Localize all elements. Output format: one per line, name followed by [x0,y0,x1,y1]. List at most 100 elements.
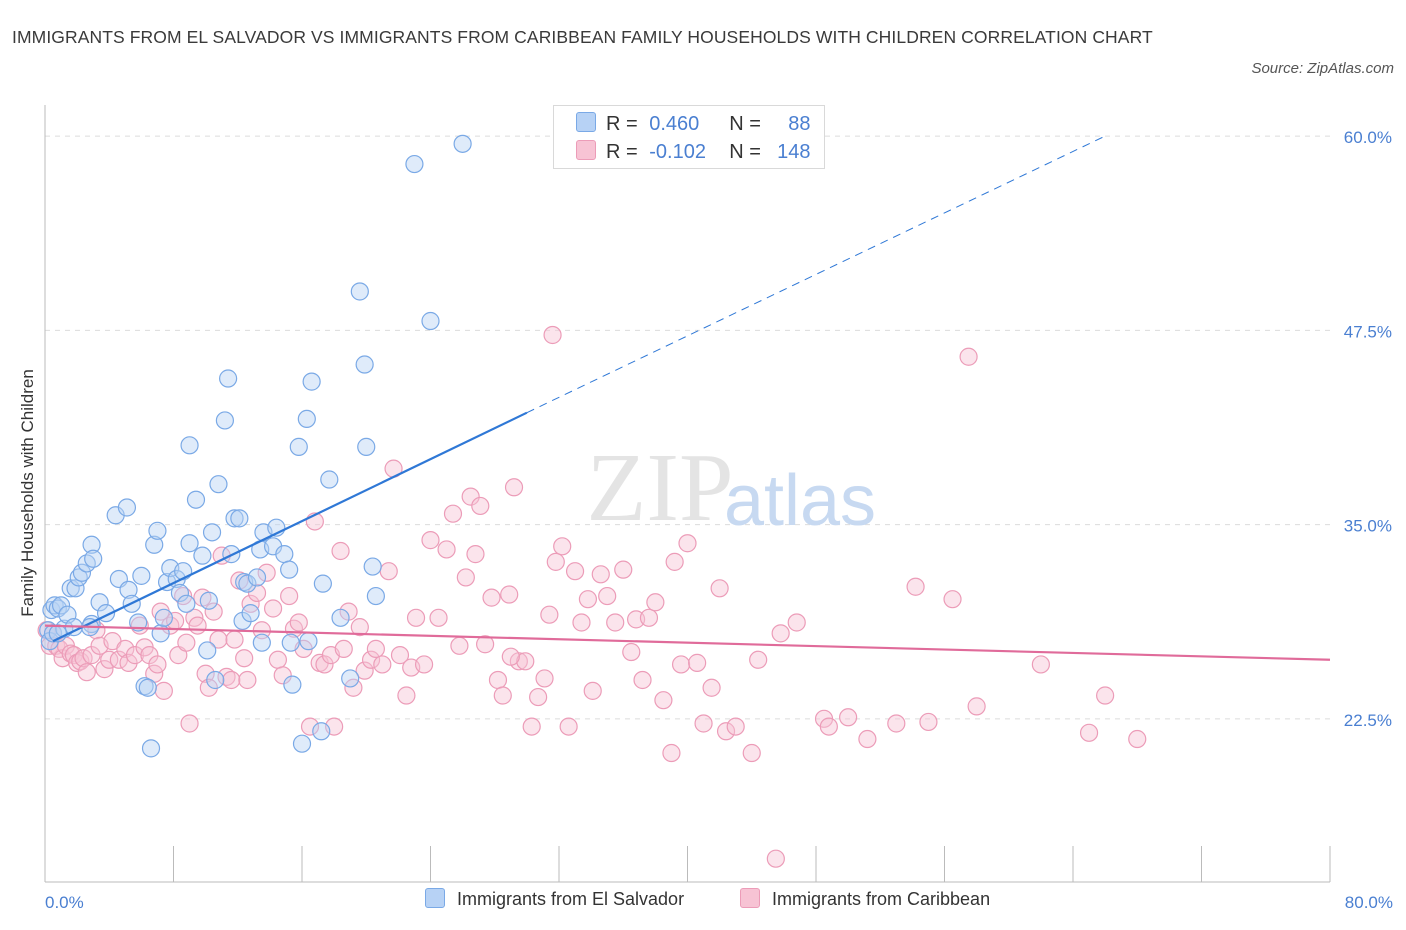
el-salvador-point [148,521,167,540]
caribbean-point [366,639,385,659]
el-salvador-point [283,675,302,694]
el-salvador-point [341,669,360,688]
caribbean-point [443,504,463,523]
caribbean-point [710,579,729,598]
caribbean-point [241,594,260,613]
caribbean-point [516,652,535,671]
el-salvador-point [281,633,300,652]
caribbean-point [716,722,736,741]
caribbean-point [639,608,659,627]
caribbean-point [665,552,684,571]
caribbean-point [540,605,559,624]
el-salvador-point [275,545,294,564]
caribbean-trend-line [44,624,1331,661]
caribbean-point [622,642,641,662]
el-salvador-point [313,574,332,593]
el-salvador-point [355,355,374,374]
caribbean-point [943,590,962,609]
caribbean-point [355,661,374,680]
caribbean-point [1079,723,1099,742]
caribbean-point [334,639,353,659]
caribbean-point [225,630,244,649]
watermark-atlas: atlas [724,461,876,541]
caribbean-point [461,487,480,506]
el-salvador-point [299,632,318,651]
caribbean-point [726,717,745,736]
caribbean-point [654,691,673,710]
caribbean-point [247,583,267,603]
el-salvador-point [453,134,472,153]
y-tick-label: 60.0% [1344,128,1392,147]
caribbean-point [180,714,199,733]
el-salvador-point [51,596,71,615]
caribbean-point [77,663,96,682]
trend-lines [44,135,1331,661]
el-salvador-point [82,535,101,554]
caribbean-point [906,577,925,596]
x-tick-label: 0.0% [45,893,84,912]
caribbean-point [379,562,398,581]
caribbean-point [406,608,426,627]
caribbean-point [742,743,761,763]
caribbean-point [688,653,707,672]
caribbean-point [500,585,519,604]
caribbean-point [702,678,721,697]
caribbean-point [450,636,469,655]
caribbean-point [476,635,495,654]
legend-r-value: 0.460 [649,113,700,135]
caribbean-point [614,560,633,579]
caribbean-point [1031,655,1050,674]
caribbean-point [546,552,565,571]
x-tick-label: 80.0% [1345,893,1393,912]
el-salvador-point [302,372,321,391]
caribbean-point [95,660,114,679]
caribbean-point [559,717,578,736]
caribbean-point [529,687,548,707]
caribbean-point [671,655,691,674]
chart-title: IMMIGRANTS FROM EL SALVADOR VS IMMIGRANT… [12,27,1153,47]
caribbean-point [662,743,681,763]
bottom-legend-label: Immigrants from Caribbean [772,889,991,909]
caribbean-point [504,478,524,497]
el-salvador-point [421,311,440,331]
caribbean-point [749,650,768,669]
caribbean-point [361,650,381,669]
el-salvador-point [84,549,103,568]
caribbean-point [543,325,562,345]
caribbean-point [238,670,257,690]
caribbean-point [959,347,978,366]
caribbean-point [456,568,475,587]
caribbean-point [263,599,283,618]
caribbean-point [919,712,938,732]
caribbean-point [429,608,448,627]
el-salvador-point [320,470,339,489]
legend-r-value: -0.102 [649,141,706,163]
el-salvador-trend-extension [526,135,1106,414]
el-salvador-point [177,594,196,613]
el-salvador-point [138,678,157,697]
el-salvador-point [145,535,164,554]
caribbean-point [148,655,167,674]
caribbean-point [280,586,299,606]
el-salvador-point [129,613,148,632]
el-salvador-point [48,599,67,618]
blue-swatch-icon [425,888,445,908]
el-salvador-point [219,369,238,388]
caribbean-point [694,714,713,733]
caribbean-point [583,681,602,700]
el-salvador-point [241,604,260,623]
caribbean-point [273,666,292,685]
el-salvador-point [198,641,217,660]
caribbean-point [350,618,369,637]
el-salvador-point [170,583,190,603]
caribbean-point [598,586,617,606]
caribbean-point [373,655,392,674]
el-salvador-point [230,509,249,528]
el-salvador-point [366,586,385,606]
caribbean-point [839,708,858,727]
caribbean-point [390,646,410,665]
caribbean-point [125,646,145,665]
el-salvador-point [66,579,85,598]
caribbean-point [646,593,665,612]
caribbean-point [565,562,585,581]
